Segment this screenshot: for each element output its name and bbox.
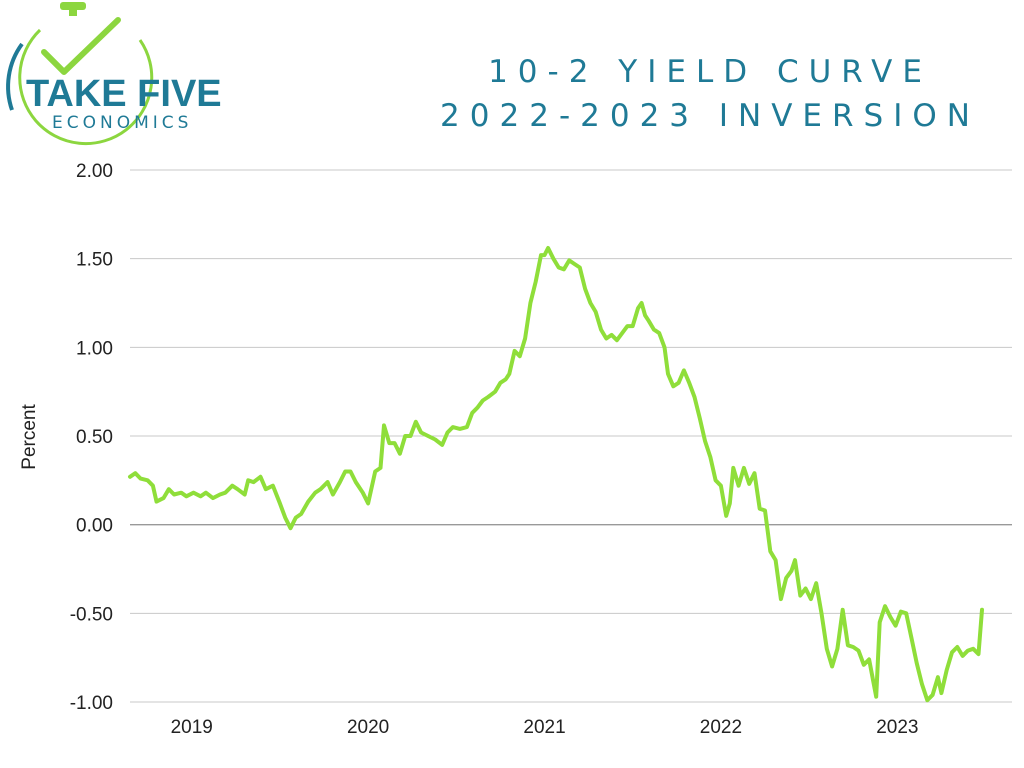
logo-name-line2: ECONOMICS bbox=[52, 113, 192, 133]
chart-title-line1: 10-2 YIELD CURVE bbox=[488, 54, 932, 90]
y-tick-label: 0.00 bbox=[76, 516, 113, 537]
chart-title: 10-2 YIELD CURVE 2022-2023 INVERSION bbox=[400, 50, 1020, 138]
logo: TAKE FIVE ECONOMICS bbox=[6, 2, 222, 145]
x-tick-label: 2021 bbox=[523, 717, 565, 738]
x-tick-label: 2023 bbox=[876, 717, 918, 738]
x-axis-ticks: 2019 2020 2021 2022 2023 bbox=[171, 717, 919, 738]
y-tick-label: 0.50 bbox=[76, 427, 113, 448]
logo-name-line1: TAKE FIVE bbox=[26, 73, 222, 115]
y-tick-label: -0.50 bbox=[70, 604, 113, 625]
stopwatch-check-icon bbox=[6, 2, 154, 145]
y-tick-label: 1.50 bbox=[76, 250, 113, 271]
chart-title-line2: 2022-2023 INVERSION bbox=[440, 98, 980, 134]
y-tick-label: 2.00 bbox=[76, 161, 113, 182]
x-tick-label: 2020 bbox=[347, 717, 389, 738]
y-tick-label: 1.00 bbox=[76, 338, 113, 359]
y-axis-label: Percent bbox=[19, 404, 40, 470]
x-tick-label: 2022 bbox=[700, 717, 742, 738]
y-axis-ticks: 2.00 1.50 1.00 0.50 0.00 -0.50 -1.00 bbox=[70, 161, 113, 714]
grid bbox=[130, 169, 1012, 703]
y-tick-label: -1.00 bbox=[70, 693, 113, 714]
x-tick-label: 2019 bbox=[171, 717, 213, 738]
series-line bbox=[128, 246, 984, 703]
series-layer bbox=[128, 246, 984, 703]
